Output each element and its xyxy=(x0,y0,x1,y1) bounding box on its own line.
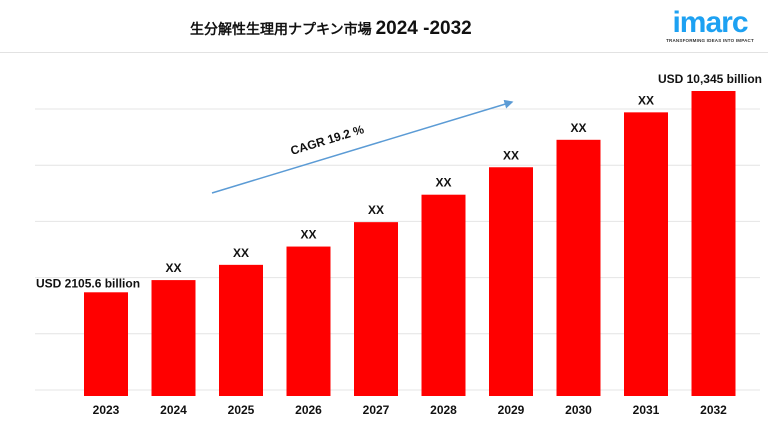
data-label-2028: XX xyxy=(435,176,451,190)
data-label-2032: USD 10,345 billion xyxy=(658,72,762,86)
title-text: 生分解性生理用ナプキン市場 xyxy=(190,21,372,37)
bar-2025 xyxy=(219,264,263,396)
data-label-2031: XX xyxy=(638,93,654,107)
data-label-2026: XX xyxy=(300,228,316,242)
bar-2026 xyxy=(286,246,331,396)
bar-2027 xyxy=(354,222,398,396)
cagr-arrow xyxy=(211,99,514,194)
x-tick-2032: 2032 xyxy=(700,403,727,417)
chart-title: 生分解性生理用ナプキン市場 2024 -2032 xyxy=(190,18,472,40)
bar-2023 xyxy=(84,292,128,396)
x-tick-2027: 2027 xyxy=(363,403,390,417)
x-tick-2029: 2029 xyxy=(498,403,525,417)
bar-2024 xyxy=(151,280,196,396)
imarc-logo: imarc TRANSFORMING IDEAS INTO IMPACT xyxy=(660,6,760,44)
bar-2029 xyxy=(489,167,533,396)
bar-2032 xyxy=(691,91,736,396)
bar-2031 xyxy=(624,112,668,396)
x-tick-2023: 2023 xyxy=(93,403,120,417)
bar-2030 xyxy=(556,139,601,397)
x-tick-2031: 2031 xyxy=(633,403,660,417)
data-label-2029: XX xyxy=(503,148,519,162)
x-tick-2025: 2025 xyxy=(228,403,255,417)
logo-tagline: TRANSFORMING IDEAS INTO IMPACT xyxy=(666,38,754,43)
data-label-2027: XX xyxy=(368,203,384,217)
cagr-annotation: CAGR 19.2 % xyxy=(289,122,366,158)
header-divider xyxy=(0,52,768,53)
x-tick-2030: 2030 xyxy=(565,403,592,417)
logo-word: imarc xyxy=(672,6,748,39)
x-tick-2028: 2028 xyxy=(430,403,457,417)
data-label-2023: USD 2105.6 billion xyxy=(36,276,140,290)
data-label-2025: XX xyxy=(233,246,249,260)
title-years: 2024 -2032 xyxy=(375,18,472,39)
data-label-2030: XX xyxy=(570,121,586,135)
bar-2028 xyxy=(421,194,466,396)
data-label-2024: XX xyxy=(165,261,181,275)
x-tick-2024: 2024 xyxy=(160,403,187,417)
x-tick-2026: 2026 xyxy=(295,403,322,417)
